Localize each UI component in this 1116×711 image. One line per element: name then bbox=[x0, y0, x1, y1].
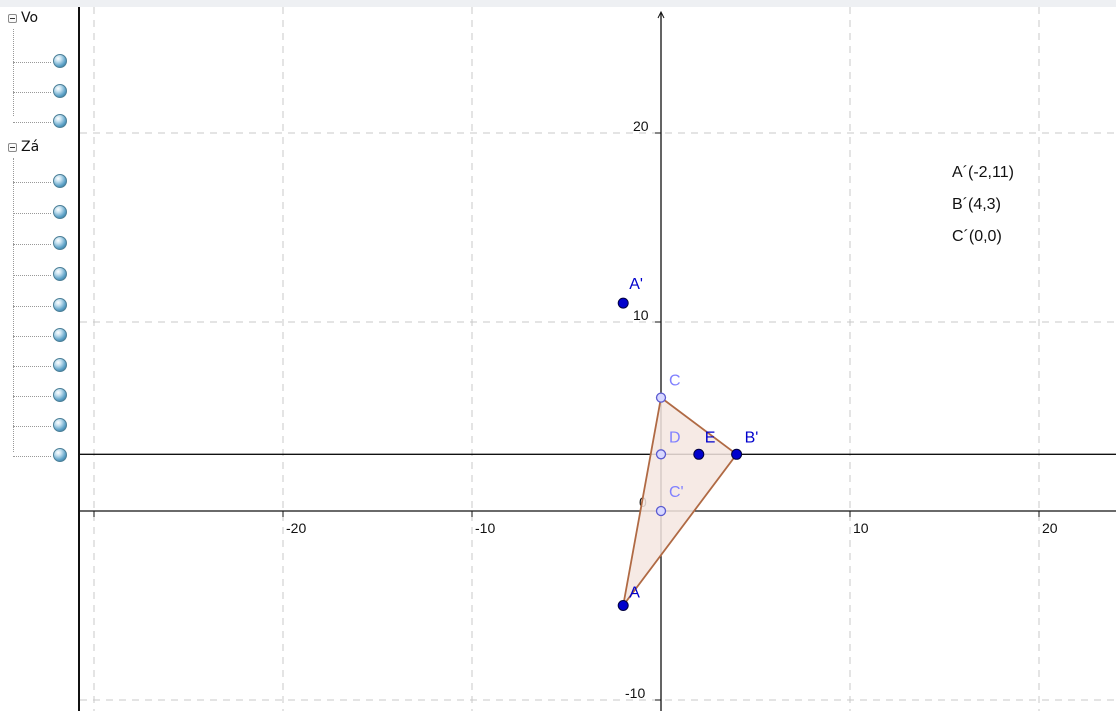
y-axis-arrow bbox=[657, 10, 665, 19]
tree-item[interactable] bbox=[13, 230, 73, 260]
visibility-ball-icon[interactable] bbox=[53, 205, 67, 219]
coordinate-text[interactable]: B´(4,3) bbox=[952, 196, 1001, 213]
point-label: B' bbox=[745, 429, 759, 446]
y-tick-label: 10 bbox=[633, 307, 649, 323]
visibility-ball-icon[interactable] bbox=[53, 267, 67, 281]
x-tick-label: -10 bbox=[475, 520, 495, 536]
x-tick-label: -20 bbox=[286, 520, 306, 536]
point-label: C' bbox=[669, 484, 684, 501]
tree-item[interactable] bbox=[13, 412, 73, 442]
point-a-prime[interactable] bbox=[617, 297, 629, 309]
tree-item[interactable] bbox=[13, 48, 73, 78]
tree-item[interactable] bbox=[13, 261, 73, 291]
y-tick-label: 20 bbox=[633, 118, 649, 134]
tree-item[interactable] bbox=[13, 382, 73, 412]
tree-item[interactable] bbox=[13, 78, 73, 108]
visibility-ball-icon[interactable] bbox=[53, 358, 67, 372]
visibility-ball-icon[interactable] bbox=[53, 174, 67, 188]
tree-item[interactable] bbox=[13, 352, 73, 382]
algebra-view: Vo Zá bbox=[0, 7, 78, 711]
visibility-ball-icon[interactable] bbox=[53, 54, 67, 68]
view-divider[interactable] bbox=[78, 7, 80, 711]
tree-item[interactable] bbox=[13, 442, 73, 472]
tree-group-dependent-objects[interactable]: Zá bbox=[8, 138, 39, 156]
visibility-ball-icon[interactable] bbox=[53, 328, 67, 342]
point-a[interactable] bbox=[617, 600, 629, 611]
visibility-ball-icon[interactable] bbox=[53, 388, 67, 402]
visibility-ball-icon[interactable] bbox=[53, 114, 67, 128]
visibility-ball-icon[interactable] bbox=[53, 448, 67, 462]
tree-item[interactable] bbox=[13, 322, 73, 352]
visibility-ball-icon[interactable] bbox=[53, 298, 67, 312]
grid bbox=[80, 7, 1116, 711]
window-top-edge bbox=[0, 0, 1116, 7]
tree-group-free-objects[interactable]: Vo bbox=[8, 9, 38, 27]
triangle-shape[interactable] bbox=[622, 396, 738, 607]
coordinate-text[interactable]: C´(0,0) bbox=[952, 228, 1002, 245]
collapse-icon[interactable] bbox=[8, 13, 17, 23]
point-c[interactable] bbox=[655, 392, 667, 403]
point-d[interactable] bbox=[655, 449, 667, 460]
info-text-box[interactable]: A´(-2,11) B´(4,3) C´(0,0) bbox=[952, 164, 1014, 245]
point-label: E bbox=[705, 429, 716, 446]
visibility-ball-icon[interactable] bbox=[53, 236, 67, 250]
x-tick-label: 10 bbox=[853, 520, 869, 536]
triangle-polygon[interactable] bbox=[622, 396, 738, 607]
visibility-ball-icon[interactable] bbox=[53, 418, 67, 432]
points-layer[interactable]: A' A B' C C' D E bbox=[617, 276, 759, 611]
tree-item[interactable] bbox=[13, 292, 73, 322]
visibility-ball-icon[interactable] bbox=[53, 84, 67, 98]
point-b-prime[interactable] bbox=[731, 448, 743, 460]
point-e[interactable] bbox=[693, 448, 705, 460]
collapse-icon[interactable] bbox=[8, 142, 17, 152]
tree-item[interactable] bbox=[13, 199, 73, 229]
point-c-prime[interactable] bbox=[655, 505, 667, 517]
tree-item[interactable] bbox=[13, 108, 73, 138]
tree-item[interactable] bbox=[13, 168, 73, 198]
tree-group-label: Zá bbox=[21, 139, 40, 155]
point-label: A bbox=[629, 585, 640, 602]
point-label: C bbox=[669, 373, 681, 390]
x-tick-label: 20 bbox=[1042, 520, 1058, 536]
y-tick-label: -10 bbox=[625, 685, 645, 701]
tree-group-label: Vo bbox=[21, 10, 39, 26]
point-label: A' bbox=[629, 276, 643, 293]
point-label: D bbox=[669, 429, 681, 446]
coordinate-text[interactable]: A´(-2,11) bbox=[952, 164, 1014, 181]
